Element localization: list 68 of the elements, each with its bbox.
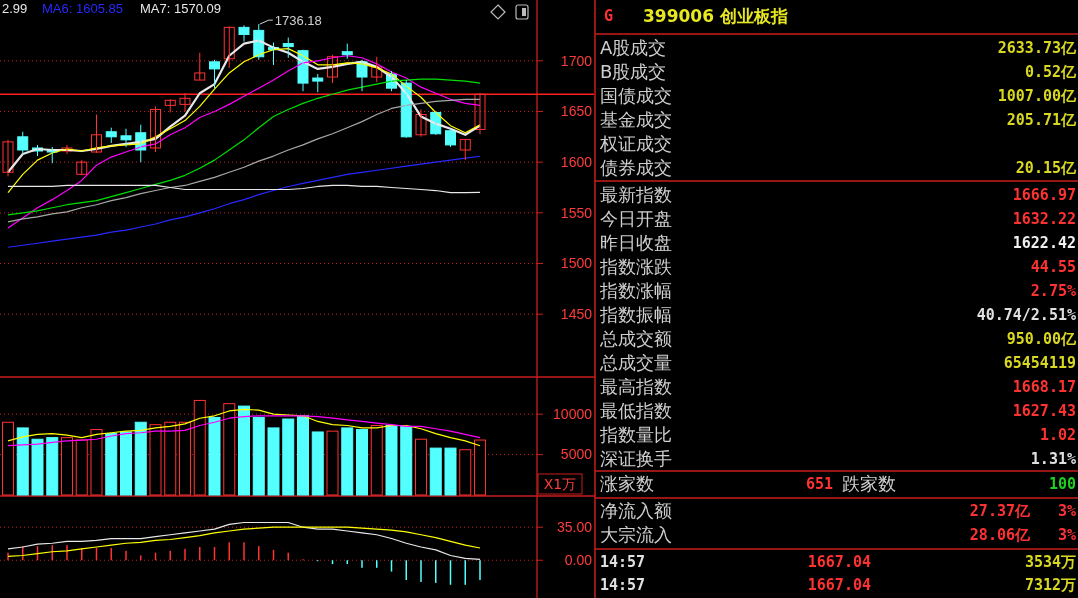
category-label: 指数量比 xyxy=(599,424,672,446)
text: 40.74/2.51% xyxy=(976,306,1076,325)
text: 20.15亿 xyxy=(1015,159,1076,178)
text: MA6: 1605.85 xyxy=(42,1,123,16)
category-label: 基金成交 xyxy=(600,109,672,131)
category-label: 昨日收盘 xyxy=(600,232,672,254)
text: 1622.42 xyxy=(1012,234,1076,253)
y-tick-label: 1650 xyxy=(560,103,593,120)
category-label: 总成交量 xyxy=(599,352,672,374)
annotation: 2.99 xyxy=(2,1,28,16)
text: 跌家数 xyxy=(842,473,896,495)
category-label: 国债成交 xyxy=(600,85,672,107)
text: 1627.43 xyxy=(1012,402,1076,421)
category-label: 深证换手 xyxy=(600,448,672,470)
text: MA7: 1570.09 xyxy=(140,1,221,16)
y-tick-label: 1500 xyxy=(560,255,593,272)
text: 净流入额 xyxy=(600,500,672,522)
y-axis-title: X1万 xyxy=(543,475,577,492)
text: 1667.04 xyxy=(807,576,871,595)
y-tick-label: 1550 xyxy=(560,204,593,221)
y-tick-label: 10000 xyxy=(553,406,593,423)
category-label: B股成交 xyxy=(600,61,667,83)
y-tick-label: 0.00 xyxy=(564,552,593,569)
text: 3% xyxy=(1057,526,1076,545)
text: 3% xyxy=(1057,502,1076,521)
text: 14:57 xyxy=(600,576,646,595)
category-label: 今日开盘 xyxy=(600,208,672,230)
text: 0.52亿 xyxy=(1024,63,1076,82)
category-label: 指数涨幅 xyxy=(599,280,672,302)
text: 950.00亿 xyxy=(1006,330,1076,349)
text: 1667.04 xyxy=(807,553,871,572)
text: 2.75% xyxy=(1030,282,1076,301)
text: 1632.22 xyxy=(1012,210,1076,229)
category-label: 最高指数 xyxy=(600,376,672,398)
text: 65454119 xyxy=(1003,354,1076,373)
text: 1666.97 xyxy=(1012,186,1076,205)
text: 399006 创业板指 xyxy=(643,5,788,26)
text: 44.55 xyxy=(1030,258,1076,277)
text: 涨家数 xyxy=(600,473,654,495)
text: 28.06亿 xyxy=(969,526,1031,545)
y-tick-label: 1450 xyxy=(560,306,593,323)
category-label: 指数振幅 xyxy=(599,304,672,326)
text: 1.31% xyxy=(1030,450,1076,469)
text: G xyxy=(604,7,614,26)
text: 2633.73亿 xyxy=(997,39,1076,58)
text: 14:57 xyxy=(600,553,646,572)
category-label: 最新指数 xyxy=(600,184,672,206)
y-tick-label: 1600 xyxy=(560,154,593,171)
text: 205.71亿 xyxy=(1006,111,1076,130)
category-label: 指数涨跌 xyxy=(599,256,672,278)
y-tick-label: 5000 xyxy=(560,446,593,463)
text: 1.02 xyxy=(1039,426,1076,445)
text: 3534万 xyxy=(1024,553,1076,572)
text: 651 xyxy=(805,475,833,494)
text: 1668.17 xyxy=(1012,378,1076,397)
category-label: A股成交 xyxy=(600,37,667,59)
annotation: 1736.18 xyxy=(274,12,322,28)
text: 100 xyxy=(1048,475,1076,494)
text: 27.37亿 xyxy=(969,502,1031,521)
category-label: 权证成交 xyxy=(599,133,672,155)
y-tick-label: 35.00 xyxy=(556,519,593,536)
text: 7312万 xyxy=(1024,576,1076,595)
category-label: 总成交额 xyxy=(599,328,672,350)
text: 大宗流入 xyxy=(600,524,672,546)
category-label: 最低指数 xyxy=(600,400,672,422)
y-tick-label: 1700 xyxy=(560,52,593,69)
category-label: 债券成交 xyxy=(600,157,672,179)
text: 1007.00亿 xyxy=(997,87,1076,106)
